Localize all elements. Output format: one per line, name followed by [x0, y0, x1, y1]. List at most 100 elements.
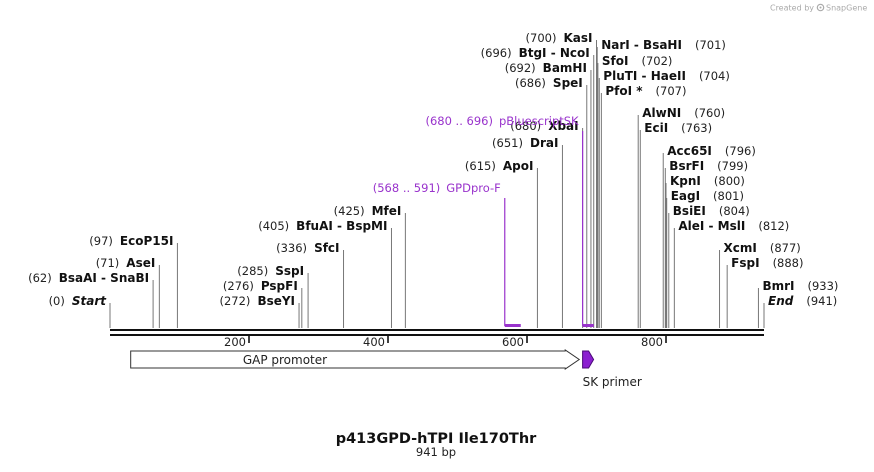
site-name: XbaI — [548, 119, 578, 133]
restriction-sites-layer: Start (0) BsaAI - SnaBI (62) AseI (71)EcoP15I… — [28, 31, 838, 328]
site-spei[interactable]: SpeI (686) — [515, 76, 588, 328]
map-length: 941 bp — [416, 445, 456, 459]
feature-sk-primer[interactable]: SK primer — [582, 350, 642, 389]
site-name: EciI — [644, 121, 668, 135]
site-name: BseYI — [257, 294, 295, 308]
site-pspfi[interactable]: PspFI (276) — [223, 279, 303, 328]
site-position: (405) — [258, 219, 289, 233]
site-position: (707) — [656, 84, 687, 98]
site-kasi[interactable]: KasI (700) — [526, 31, 598, 328]
site-position: (651) — [492, 136, 523, 150]
site-name: Acc65I — [667, 144, 712, 158]
site-position: (796) — [725, 144, 756, 158]
site-position: (760) — [694, 106, 725, 120]
site-ecii[interactable]: EciI (763) — [639, 121, 712, 328]
site-position: (701) — [695, 38, 726, 52]
site-name: BamHI — [543, 61, 587, 75]
site-xcmi[interactable]: XcmI (877) — [719, 241, 801, 328]
site-name: BmrI — [762, 279, 794, 293]
primer-binding-bar — [504, 324, 521, 327]
site-name: BtgI - NcoI — [519, 46, 590, 60]
site-position: (686) — [515, 76, 546, 90]
site-end[interactable]: End (941) — [763, 294, 837, 328]
site-name: KpnI — [670, 174, 701, 188]
primer-name: GPDpro-F — [446, 181, 501, 195]
site-name: ApoI — [503, 159, 534, 173]
site-alwni[interactable]: AlwNI (760) — [637, 106, 725, 328]
site-asei[interactable]: AseI (71) — [96, 256, 160, 328]
site-name: AlwNI — [642, 106, 681, 120]
site-position: (933) — [807, 279, 838, 293]
site-name: FspI — [731, 256, 759, 270]
site-position: (888) — [773, 256, 804, 270]
site-pluti-haeii[interactable]: PluTI - HaeII (704) — [598, 69, 730, 328]
site-name: XcmI — [724, 241, 757, 255]
site-name: BsaAI - SnaBI — [59, 271, 149, 285]
site-name: MfeI — [372, 204, 402, 218]
snapgene-watermark: Created by SnapGene — [770, 4, 867, 13]
axis-tick-label: 600 — [502, 335, 524, 349]
site-name: AseI — [126, 256, 155, 270]
feature-label: GAP promoter — [243, 353, 327, 367]
primer-pbluescriptsk[interactable]: pBluescriptSK (680 .. 696) — [425, 114, 594, 327]
site-position: (763) — [681, 121, 712, 135]
primer-gpdpro-f[interactable]: GPDpro-F (568 .. 591) — [373, 181, 521, 327]
site-sspi[interactable]: SspI (285) — [237, 264, 309, 328]
site-name: EagI — [671, 189, 700, 203]
site-bmri[interactable]: BmrI (933) — [757, 279, 838, 328]
site-btgi-ncoi[interactable]: BtgI - NcoI (696) — [481, 46, 595, 328]
site-name: PspFI — [261, 279, 298, 293]
site-position: (692) — [505, 61, 536, 75]
site-position: (702) — [641, 54, 672, 68]
site-xbai[interactable]: XbaI (680) — [510, 119, 584, 328]
watermark-prefix: Created by — [770, 4, 814, 13]
site-name: NarI - BsaHI — [601, 38, 682, 52]
site-sfoi[interactable]: SfoI (702) — [597, 54, 673, 328]
site-eagi[interactable]: EagI (801) — [666, 189, 744, 328]
site-position: (700) — [526, 31, 557, 45]
site-apoi[interactable]: ApoI (615) — [465, 159, 538, 328]
site-name: Start — [72, 294, 107, 308]
site-position: (276) — [223, 279, 254, 293]
site-position: (680) — [510, 119, 541, 133]
site-name: SfcI — [314, 241, 339, 255]
primers-layer: GPDpro-F (568 .. 591) pBluescriptSK (680 ..… — [373, 114, 594, 327]
site-name: SpeI — [553, 76, 583, 90]
site-name: End — [768, 294, 794, 308]
site-position: (97) — [89, 234, 113, 248]
site-kpni[interactable]: KpnI (800) — [665, 174, 745, 328]
site-ecop15i[interactable]: EcoP15I (97) — [89, 234, 178, 328]
site-position: (800) — [714, 174, 745, 188]
site-name: BsiEI — [673, 204, 706, 218]
site-start[interactable]: Start (0) — [49, 294, 111, 328]
watermark-brand: SnapGene — [826, 4, 867, 13]
dna-backbone — [110, 329, 764, 336]
axis-tick-label: 400 — [363, 335, 385, 349]
site-sfci[interactable]: SfcI (336) — [276, 241, 345, 328]
site-name: PfoI * — [605, 84, 643, 98]
site-bseyi[interactable]: BseYI (272) — [220, 294, 300, 328]
primer-range: (680 .. 696) — [425, 114, 493, 128]
site-drai[interactable]: DraI (651) — [492, 136, 563, 328]
site-bamhi[interactable]: BamHI (692) — [505, 61, 592, 328]
site-position: (71) — [96, 256, 120, 270]
site-alei-msli[interactable]: AleI - MslI (812) — [673, 219, 789, 328]
map-title: p413GPD-hTPI Ile170Thr — [336, 431, 537, 447]
site-bsiei[interactable]: BsiEI (804) — [668, 204, 750, 328]
site-position: (801) — [713, 189, 744, 203]
site-nari-bsahi[interactable]: NarI - BsaHI (701) — [596, 38, 726, 328]
site-mfei[interactable]: MfeI (425) — [334, 204, 406, 328]
site-fspi[interactable]: FspI (888) — [726, 256, 804, 328]
site-position: (812) — [758, 219, 789, 233]
feature-label: SK primer — [583, 375, 642, 389]
site-bsrfi[interactable]: BsrFI (799) — [664, 159, 748, 328]
site-bfuai-bspmi[interactable]: BfuAI - BspMI (405) — [258, 219, 392, 328]
site-name: SspI — [275, 264, 304, 278]
site-position: (877) — [770, 241, 801, 255]
feature-gap-promoter[interactable]: GAP promoter — [130, 349, 581, 370]
site-acc65i[interactable]: Acc65I (796) — [662, 144, 756, 328]
site-pfoi[interactable]: PfoI * (707) — [600, 84, 687, 328]
site-bsaai-snabi[interactable]: BsaAI - SnaBI (62) — [28, 271, 154, 328]
